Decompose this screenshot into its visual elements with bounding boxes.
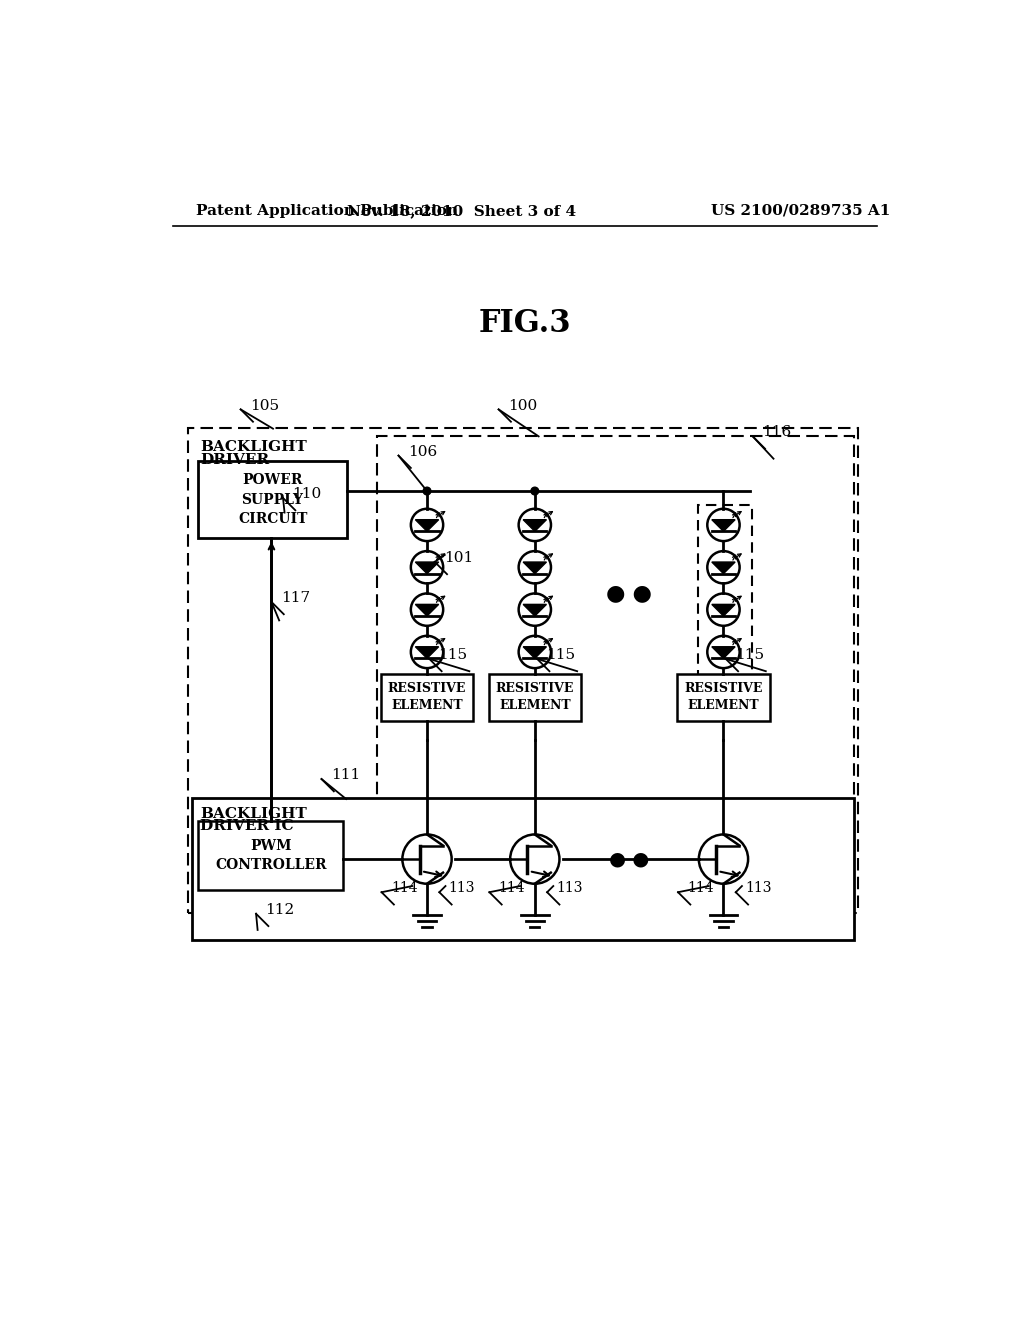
Bar [698, 506, 752, 682]
Polygon shape [712, 647, 735, 659]
Text: FIG.3: FIG.3 [478, 309, 571, 339]
Bar [188, 428, 858, 913]
Text: 100: 100 [508, 399, 538, 412]
Circle shape [531, 487, 539, 495]
Bar [199, 461, 347, 539]
Text: 114: 114 [391, 882, 418, 895]
Polygon shape [712, 520, 735, 532]
Text: Nov. 18, 2010  Sheet 3 of 4: Nov. 18, 2010 Sheet 3 of 4 [347, 203, 577, 218]
Text: POWER
SUPPLY
CIRCUIT: POWER SUPPLY CIRCUIT [238, 473, 307, 525]
Bar [377, 436, 854, 805]
Text: ● ●: ● ● [609, 850, 649, 869]
Text: DRIVER IC: DRIVER IC [200, 818, 294, 833]
Text: 113: 113 [556, 882, 583, 895]
Text: 114: 114 [499, 882, 525, 895]
Text: 105: 105 [250, 399, 279, 412]
Text: 114: 114 [687, 882, 714, 895]
Polygon shape [523, 520, 547, 532]
Polygon shape [416, 520, 438, 532]
Text: 115: 115 [547, 648, 575, 663]
Polygon shape [416, 562, 438, 574]
Text: 106: 106 [408, 445, 437, 459]
Text: Patent Application Publication: Patent Application Publication [196, 203, 458, 218]
Text: RESISTIVE
ELEMENT: RESISTIVE ELEMENT [496, 682, 574, 713]
Polygon shape [416, 647, 438, 659]
Polygon shape [523, 605, 547, 616]
Polygon shape [712, 605, 735, 616]
Polygon shape [712, 562, 735, 574]
Polygon shape [416, 605, 438, 616]
Text: 101: 101 [444, 550, 473, 565]
Text: ● ●: ● ● [606, 583, 652, 603]
Bar [199, 821, 343, 890]
Text: BACKLIGHT: BACKLIGHT [200, 807, 306, 821]
Bar [381, 675, 473, 721]
Text: 112: 112 [265, 903, 295, 917]
Text: 115: 115 [735, 648, 764, 663]
Text: 111: 111 [331, 768, 360, 781]
Bar [677, 675, 770, 721]
Text: 116: 116 [762, 425, 792, 440]
Bar [193, 797, 854, 940]
Text: 113: 113 [745, 882, 771, 895]
Polygon shape [523, 562, 547, 574]
Bar [488, 675, 581, 721]
Circle shape [423, 487, 431, 495]
Polygon shape [523, 647, 547, 659]
Text: US 2100/0289735 A1: US 2100/0289735 A1 [711, 203, 890, 218]
Text: 115: 115 [438, 648, 468, 663]
Text: BACKLIGHT: BACKLIGHT [200, 441, 306, 454]
Text: DRIVER: DRIVER [200, 453, 269, 466]
Text: RESISTIVE
ELEMENT: RESISTIVE ELEMENT [388, 682, 466, 713]
Text: 113: 113 [449, 882, 475, 895]
Text: RESISTIVE
ELEMENT: RESISTIVE ELEMENT [684, 682, 763, 713]
Text: PWM
CONTROLLER: PWM CONTROLLER [215, 838, 327, 873]
Text: 110: 110 [292, 487, 322, 502]
Text: 117: 117 [281, 591, 310, 605]
